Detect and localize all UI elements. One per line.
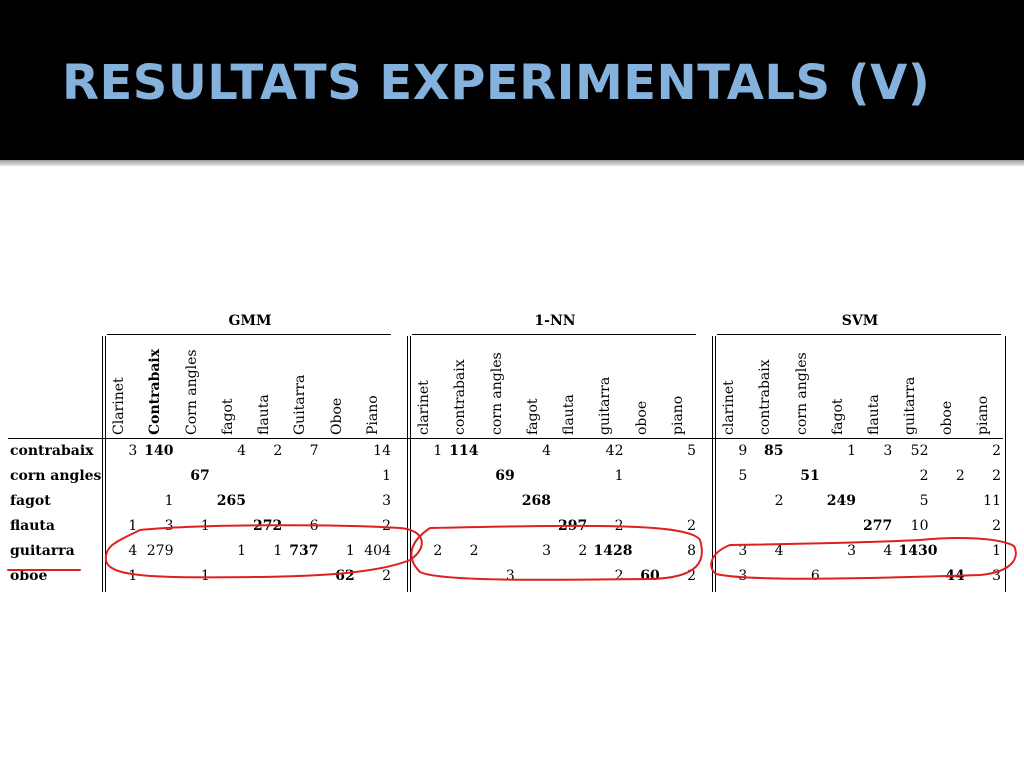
- group-rule-1: [412, 334, 696, 335]
- table-cell: 2: [992, 443, 1001, 459]
- table-cell: 2: [774, 493, 784, 509]
- table-cell: 5: [687, 443, 696, 459]
- group-header-1: 1-NN: [534, 313, 576, 329]
- table-cell: 3: [847, 543, 856, 559]
- table-cell: 2: [687, 568, 696, 584]
- slide-title: RESULTATS EXPERIMENTALS (V): [62, 55, 931, 111]
- table-cell: 404: [364, 543, 391, 559]
- table-cell: 140: [144, 443, 174, 459]
- table-cell: 3: [382, 493, 391, 509]
- row-label: oboe: [10, 568, 48, 584]
- table-cell: 3: [542, 543, 551, 559]
- table-cell: 2: [469, 543, 479, 559]
- table-cell: 67: [190, 468, 210, 484]
- table-cell: 52: [910, 443, 929, 459]
- table-cell: 1: [164, 493, 174, 509]
- column-divider: [712, 336, 713, 592]
- row-label: flauta: [10, 518, 55, 534]
- table-cell: 4: [237, 443, 246, 459]
- ink-circle: [710, 537, 1017, 580]
- table-cell: 268: [521, 493, 551, 509]
- table-cell: 2: [992, 468, 1001, 484]
- table-cell: 1430: [898, 543, 938, 559]
- ink-circle: [410, 524, 703, 581]
- table-cell: 737: [289, 543, 319, 559]
- table-cell: 2: [382, 568, 391, 584]
- column-divider: [715, 336, 716, 592]
- table-cell: 5: [738, 468, 748, 484]
- column-divider: [407, 336, 408, 592]
- row-label: fagot: [10, 493, 51, 509]
- table-cell: 7: [309, 443, 319, 459]
- table-cell: 249: [826, 493, 856, 509]
- table-cell: 2: [578, 543, 588, 559]
- column-divider: [410, 336, 411, 592]
- table-cell: 2: [273, 443, 283, 459]
- header-rule: [8, 438, 1003, 439]
- table-cell: 4: [883, 543, 893, 559]
- table-cell: 1428: [593, 543, 633, 559]
- table-cell: 2: [687, 518, 696, 534]
- table-cell: 1: [128, 518, 138, 534]
- table-cell: 1: [614, 468, 624, 484]
- title-bar: [0, 0, 1024, 160]
- table-cell: 5: [919, 493, 929, 509]
- row-label: contrabaix: [10, 443, 94, 459]
- table-cell: 1: [382, 468, 391, 484]
- column-divider: [105, 336, 106, 592]
- table-cell: 14: [373, 443, 391, 459]
- table-cell: 3: [164, 518, 174, 534]
- table-cell: 4: [542, 443, 551, 459]
- table-cell: 1: [200, 568, 210, 584]
- table-cell: 3: [738, 568, 748, 584]
- table-cell: 1: [345, 543, 355, 559]
- table-cell: 69: [495, 468, 515, 484]
- table-cell: 114: [449, 443, 479, 459]
- group-header-0: GMM: [228, 313, 272, 329]
- table-cell: 3: [992, 568, 1001, 584]
- table-cell: 8: [687, 543, 696, 559]
- table-cell: 2: [614, 568, 624, 584]
- group-rule-0: [107, 334, 391, 335]
- table-cell: 9: [738, 443, 748, 459]
- table-cell: 1: [128, 568, 138, 584]
- table-cell: 1: [237, 543, 246, 559]
- table-cell: 42: [605, 443, 624, 459]
- table-cell: 1: [992, 543, 1001, 559]
- table-cell: 3: [738, 543, 748, 559]
- table-cell: 3: [128, 443, 138, 459]
- table-cell: 2: [433, 543, 443, 559]
- table-cell: 2: [919, 468, 929, 484]
- column-divider: [1005, 336, 1006, 592]
- table-cell: 2: [992, 518, 1001, 534]
- table-cell: 2: [382, 518, 391, 534]
- table-cell: 279: [146, 543, 174, 559]
- group-header-2: SVM: [841, 313, 879, 329]
- table-cell: 11: [983, 493, 1001, 509]
- table-cell: 265: [216, 493, 246, 509]
- table-cell: 277: [863, 518, 893, 534]
- title-divider: [0, 160, 1024, 166]
- table-cell: 1: [847, 443, 856, 459]
- table-cell: 6: [810, 568, 820, 584]
- row-label: guitarra: [10, 543, 75, 559]
- group-rule-2: [717, 334, 1001, 335]
- table-cell: 1: [273, 543, 283, 559]
- table-cell: 4: [774, 543, 784, 559]
- table-cell: 85: [764, 443, 784, 459]
- table-cell: 2: [955, 468, 965, 484]
- table-cell: 51: [800, 468, 820, 484]
- table-cell: 1: [433, 443, 443, 459]
- column-divider: [102, 336, 103, 592]
- ink-circle: [104, 524, 423, 579]
- row-label: corn angles: [10, 468, 102, 484]
- table-cell: 3: [883, 443, 893, 459]
- table-cell: 3: [505, 568, 515, 584]
- table-cell: 10: [910, 518, 929, 534]
- table-cell: 4: [128, 543, 138, 559]
